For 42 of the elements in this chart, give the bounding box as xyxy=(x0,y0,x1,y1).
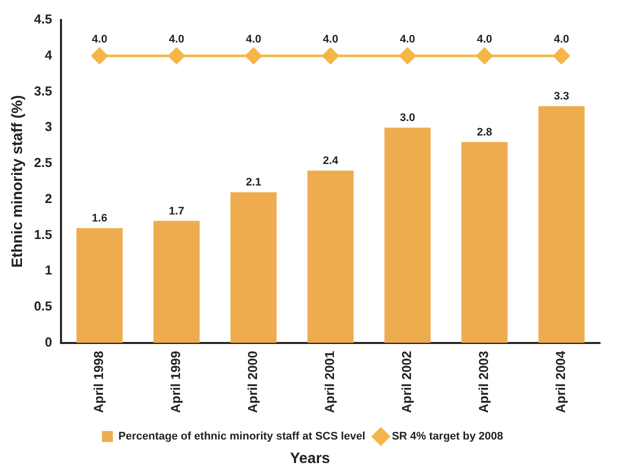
data-label: 4.0 xyxy=(400,33,416,46)
y-tick-label: 1 xyxy=(44,262,52,278)
data-label: 3.3 xyxy=(554,90,570,103)
bar xyxy=(384,128,431,343)
bar xyxy=(153,220,200,343)
y-tick-label: 3.5 xyxy=(34,83,52,98)
x-tick-label: April 2000 xyxy=(245,350,260,414)
y-tick-label: 0 xyxy=(44,334,52,350)
bar xyxy=(307,170,354,343)
data-label: 3.0 xyxy=(400,112,416,124)
x-tick-label: April 1999 xyxy=(168,350,184,414)
y-tick-label: 4 xyxy=(44,47,53,62)
data-label: 2.8 xyxy=(476,126,492,138)
y-tick-label: 4.5 xyxy=(34,12,52,27)
bar xyxy=(230,192,277,343)
x-tick-label: April 2002 xyxy=(399,350,414,414)
y-tick-label: 2 xyxy=(44,190,52,206)
bar xyxy=(461,142,508,343)
data-label: 4.0 xyxy=(92,33,108,46)
data-label: 2.4 xyxy=(322,155,340,168)
y-tick-label: 1.5 xyxy=(34,226,52,242)
data-label: 4.0 xyxy=(168,33,184,46)
data-label: 4.0 xyxy=(246,33,262,46)
data-label: 2.1 xyxy=(246,176,262,189)
x-tick-label: April 2004 xyxy=(553,350,568,414)
y-tick-label: 2.5 xyxy=(34,155,52,170)
y-tick-label: 3 xyxy=(44,119,52,134)
bar xyxy=(76,228,123,343)
x-tick-label: April 2003 xyxy=(476,350,492,414)
data-label: 1.6 xyxy=(92,212,108,225)
data-label: 4.0 xyxy=(322,33,338,46)
x-tick-label: April 1998 xyxy=(91,350,106,414)
data-label: 4.0 xyxy=(476,33,492,46)
y-axis-title: Ethnic minority staff (%) xyxy=(9,95,26,268)
bar xyxy=(538,106,585,343)
legend-label: SR 4% target by 2008 xyxy=(392,430,504,443)
data-label: 1.7 xyxy=(168,205,184,218)
y-tick-label: 0.5 xyxy=(34,298,52,314)
x-axis-title: Years xyxy=(288,450,332,467)
data-label: 4.0 xyxy=(554,33,570,46)
legend-label: Percentage of ethnic minority staff at SCS level xyxy=(118,430,366,443)
x-tick-label: April 2001 xyxy=(322,350,338,414)
